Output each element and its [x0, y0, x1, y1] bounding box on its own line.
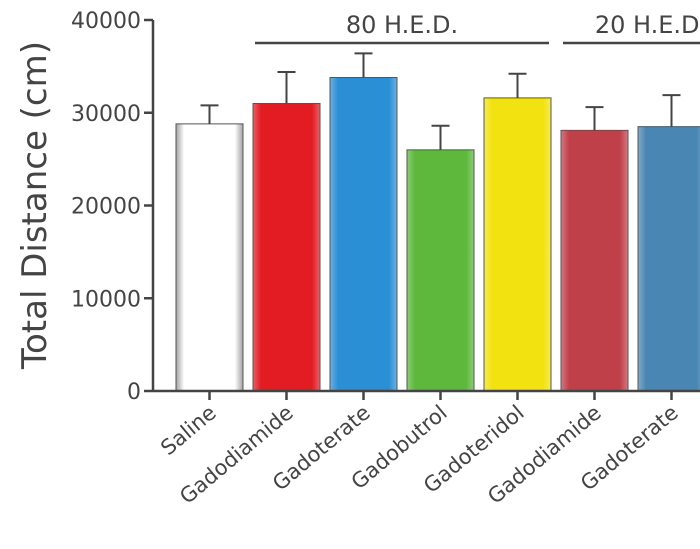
group-annotations: 80 H.E.D. 20 H.E.D. [255, 11, 700, 45]
x-tick-label-0: Saline [156, 400, 221, 460]
bars-layer [175, 77, 700, 392]
y-axis-title: Total Distance (cm) [15, 41, 55, 370]
bar-gadoteridol-4 [483, 97, 552, 392]
y-tick-label-3: 30000 [71, 102, 141, 127]
error-bars-layer [200, 52, 681, 150]
bar-gadodiamide-5 [560, 129, 629, 392]
y-tick-label-2: 20000 [71, 195, 141, 220]
bar-saline-0 [175, 123, 244, 392]
group-label-0: 80 H.E.D. [346, 11, 458, 39]
group-label-1: 20 H.E.D. [595, 11, 700, 39]
bar-gadobutrol-3 [406, 149, 475, 392]
bar-gadodiamide-1 [252, 102, 321, 392]
y-tick-label-4: 40000 [71, 9, 141, 34]
bar-gadoterate-2 [329, 77, 398, 392]
bar-gadoterate-6 [637, 126, 700, 392]
x-axis: SalineGadodiamideGadoterateGadobutrolGad… [153, 389, 700, 509]
y-tick-label-0: 0 [127, 380, 141, 405]
y-axis: 0 10000 20000 30000 40000 [71, 9, 155, 405]
y-tick-label-1: 10000 [71, 287, 141, 312]
